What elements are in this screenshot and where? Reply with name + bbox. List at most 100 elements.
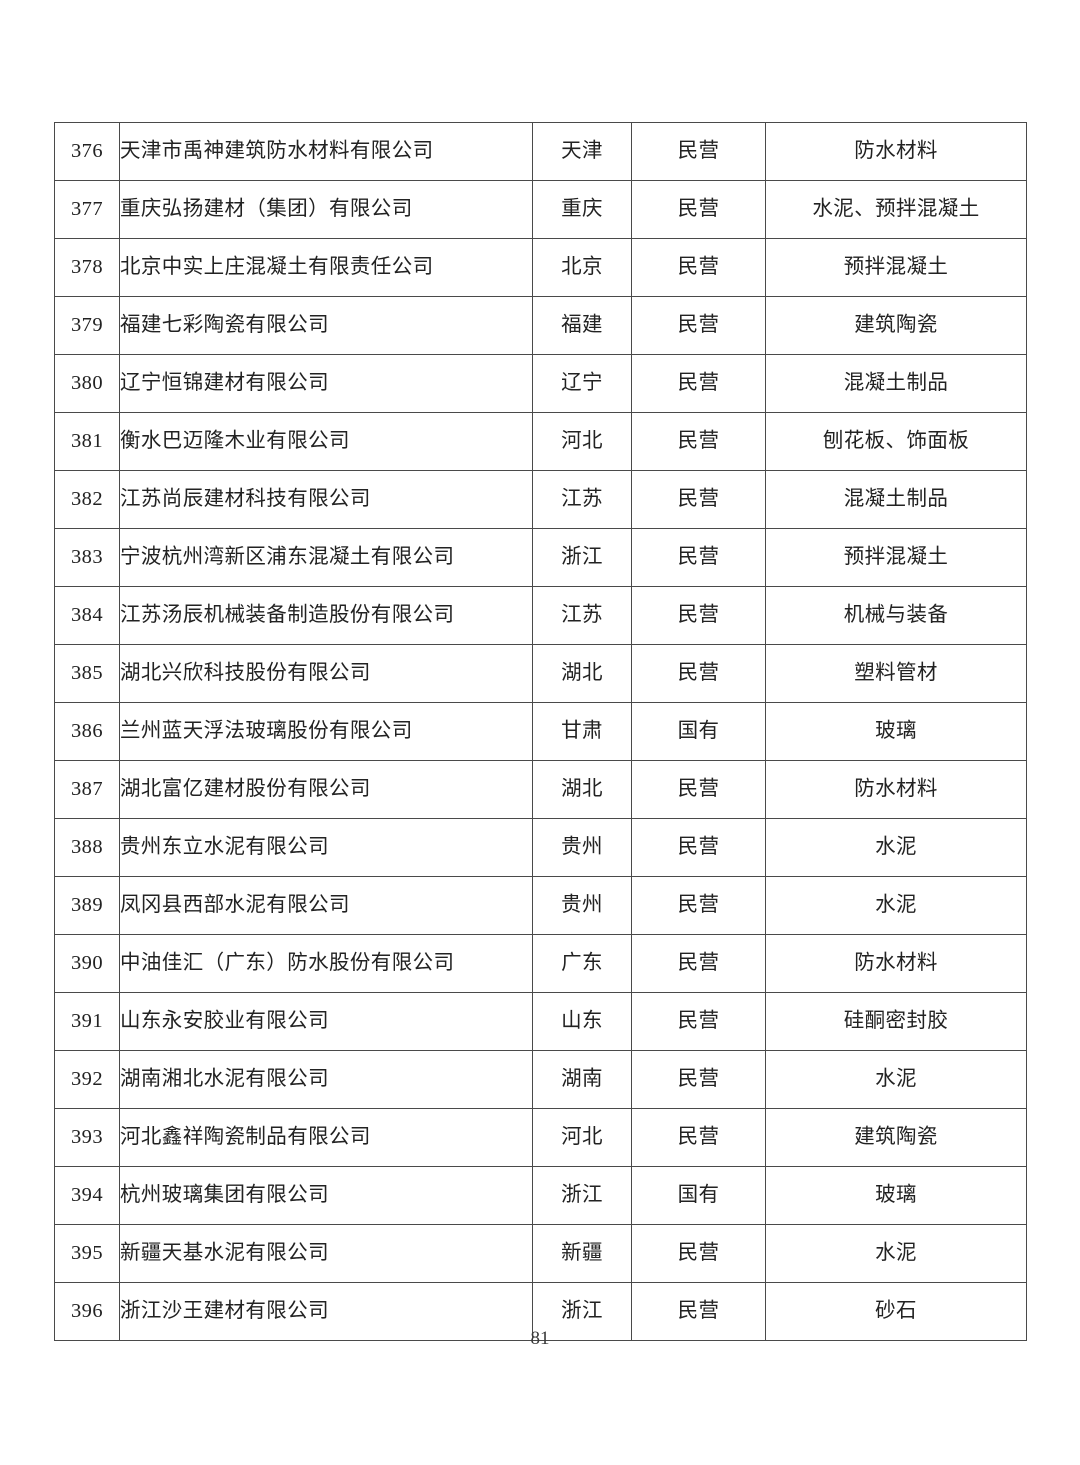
cell-main-product: 预拌混凝土 — [765, 528, 1027, 587]
page-number: 81 — [530, 1328, 550, 1349]
table-row: 395 新疆天基水泥有限公司 新疆 民营 水泥 — [54, 1224, 1027, 1283]
table-row: 396 浙江沙王建材有限公司 浙江 民营 砂石 — [54, 1282, 1027, 1341]
table-row: 381 衡水巴迈隆木业有限公司 河北 民营 刨花板、饰面板 — [54, 412, 1027, 471]
cell-main-product: 刨花板、饰面板 — [765, 412, 1027, 471]
cell-rank: 384 — [54, 586, 120, 645]
cell-ownership-type: 民营 — [631, 1050, 766, 1109]
cell-main-product: 水泥 — [765, 1224, 1027, 1283]
cell-ownership-type: 民营 — [631, 412, 766, 471]
cell-company-name: 兰州蓝天浮法玻璃股份有限公司 — [119, 702, 533, 761]
cell-ownership-type: 民营 — [631, 818, 766, 877]
cell-company-name: 天津市禹神建筑防水材料有限公司 — [119, 122, 533, 181]
cell-ownership-type: 民营 — [631, 238, 766, 297]
cell-rank: 378 — [54, 238, 120, 297]
cell-main-product: 水泥 — [765, 876, 1027, 935]
cell-ownership-type: 国有 — [631, 702, 766, 761]
cell-rank: 393 — [54, 1108, 120, 1167]
cell-rank: 387 — [54, 760, 120, 819]
cell-company-name: 福建七彩陶瓷有限公司 — [119, 296, 533, 355]
cell-region: 天津 — [532, 122, 632, 181]
cell-rank: 386 — [54, 702, 120, 761]
cell-company-name: 江苏尚辰建材科技有限公司 — [119, 470, 533, 529]
cell-main-product: 建筑陶瓷 — [765, 296, 1027, 355]
cell-region: 贵州 — [532, 876, 632, 935]
cell-company-name: 中油佳汇（广东）防水股份有限公司 — [119, 934, 533, 993]
cell-ownership-type: 民营 — [631, 122, 766, 181]
cell-region: 河北 — [532, 1108, 632, 1167]
cell-region: 湖北 — [532, 644, 632, 703]
table-row: 394 杭州玻璃集团有限公司 浙江 国有 玻璃 — [54, 1166, 1027, 1225]
cell-region: 河北 — [532, 412, 632, 471]
cell-main-product: 水泥、预拌混凝土 — [765, 180, 1027, 239]
cell-region: 湖北 — [532, 760, 632, 819]
table-row: 385 湖北兴欣科技股份有限公司 湖北 民营 塑料管材 — [54, 644, 1027, 703]
cell-company-name: 北京中实上庄混凝土有限责任公司 — [119, 238, 533, 297]
cell-region: 江苏 — [532, 470, 632, 529]
cell-region: 江苏 — [532, 586, 632, 645]
cell-region: 浙江 — [532, 528, 632, 587]
cell-rank: 396 — [54, 1282, 120, 1341]
table-row: 393 河北鑫祥陶瓷制品有限公司 河北 民营 建筑陶瓷 — [54, 1108, 1027, 1167]
table-row: 386 兰州蓝天浮法玻璃股份有限公司 甘肃 国有 玻璃 — [54, 702, 1027, 761]
cell-main-product: 硅酮密封胶 — [765, 992, 1027, 1051]
cell-company-name: 湖北兴欣科技股份有限公司 — [119, 644, 533, 703]
cell-ownership-type: 民营 — [631, 876, 766, 935]
cell-company-name: 江苏汤辰机械装备制造股份有限公司 — [119, 586, 533, 645]
cell-main-product: 水泥 — [765, 1050, 1027, 1109]
cell-ownership-type: 民营 — [631, 354, 766, 413]
cell-company-name: 宁波杭州湾新区浦东混凝土有限公司 — [119, 528, 533, 587]
cell-company-name: 凤冈县西部水泥有限公司 — [119, 876, 533, 935]
cell-main-product: 玻璃 — [765, 702, 1027, 761]
cell-rank: 390 — [54, 934, 120, 993]
cell-rank: 377 — [54, 180, 120, 239]
cell-ownership-type: 民营 — [631, 470, 766, 529]
cell-company-name: 新疆天基水泥有限公司 — [119, 1224, 533, 1283]
table-row: 391 山东永安胶业有限公司 山东 民营 硅酮密封胶 — [54, 992, 1027, 1051]
cell-region: 广东 — [532, 934, 632, 993]
table-row: 387 湖北富亿建材股份有限公司 湖北 民营 防水材料 — [54, 760, 1027, 819]
table-row: 383 宁波杭州湾新区浦东混凝土有限公司 浙江 民营 预拌混凝土 — [54, 528, 1027, 587]
cell-ownership-type: 民营 — [631, 528, 766, 587]
cell-rank: 392 — [54, 1050, 120, 1109]
cell-rank: 376 — [54, 122, 120, 181]
cell-rank: 385 — [54, 644, 120, 703]
table-row: 390 中油佳汇（广东）防水股份有限公司 广东 民营 防水材料 — [54, 934, 1027, 993]
cell-company-name: 杭州玻璃集团有限公司 — [119, 1166, 533, 1225]
cell-rank: 382 — [54, 470, 120, 529]
company-list-body: 376 天津市禹神建筑防水材料有限公司 天津 民营 防水材料 377 重庆弘扬建材（集团）有… — [54, 122, 1027, 1341]
table-row: 378 北京中实上庄混凝土有限责任公司 北京 民营 预拌混凝土 — [54, 238, 1027, 297]
cell-region: 北京 — [532, 238, 632, 297]
cell-rank: 394 — [54, 1166, 120, 1225]
table-row: 380 辽宁恒锦建材有限公司 辽宁 民营 混凝土制品 — [54, 354, 1027, 413]
cell-region: 湖南 — [532, 1050, 632, 1109]
cell-ownership-type: 民营 — [631, 1224, 766, 1283]
cell-company-name: 衡水巴迈隆木业有限公司 — [119, 412, 533, 471]
company-list-table: 376 天津市禹神建筑防水材料有限公司 天津 民营 防水材料 377 重庆弘扬建材（集团）有… — [54, 122, 1027, 1341]
cell-company-name: 湖南湘北水泥有限公司 — [119, 1050, 533, 1109]
cell-region: 甘肃 — [532, 702, 632, 761]
cell-main-product: 砂石 — [765, 1282, 1027, 1341]
cell-region: 辽宁 — [532, 354, 632, 413]
table-row: 382 江苏尚辰建材科技有限公司 江苏 民营 混凝土制品 — [54, 470, 1027, 529]
cell-region: 浙江 — [532, 1166, 632, 1225]
cell-ownership-type: 国有 — [631, 1166, 766, 1225]
cell-region: 福建 — [532, 296, 632, 355]
cell-main-product: 混凝土制品 — [765, 354, 1027, 413]
cell-ownership-type: 民营 — [631, 1108, 766, 1167]
cell-company-name: 湖北富亿建材股份有限公司 — [119, 760, 533, 819]
cell-main-product: 防水材料 — [765, 934, 1027, 993]
cell-main-product: 建筑陶瓷 — [765, 1108, 1027, 1167]
company-table-container: 376 天津市禹神建筑防水材料有限公司 天津 民营 防水材料 377 重庆弘扬建材（集团）有… — [54, 122, 1027, 1341]
table-row: 392 湖南湘北水泥有限公司 湖南 民营 水泥 — [54, 1050, 1027, 1109]
cell-main-product: 混凝土制品 — [765, 470, 1027, 529]
cell-ownership-type: 民营 — [631, 296, 766, 355]
table-row: 389 凤冈县西部水泥有限公司 贵州 民营 水泥 — [54, 876, 1027, 935]
cell-rank: 388 — [54, 818, 120, 877]
table-row: 379 福建七彩陶瓷有限公司 福建 民营 建筑陶瓷 — [54, 296, 1027, 355]
cell-company-name: 山东永安胶业有限公司 — [119, 992, 533, 1051]
cell-company-name: 贵州东立水泥有限公司 — [119, 818, 533, 877]
cell-ownership-type: 民营 — [631, 180, 766, 239]
cell-rank: 381 — [54, 412, 120, 471]
cell-company-name: 浙江沙王建材有限公司 — [119, 1282, 533, 1341]
